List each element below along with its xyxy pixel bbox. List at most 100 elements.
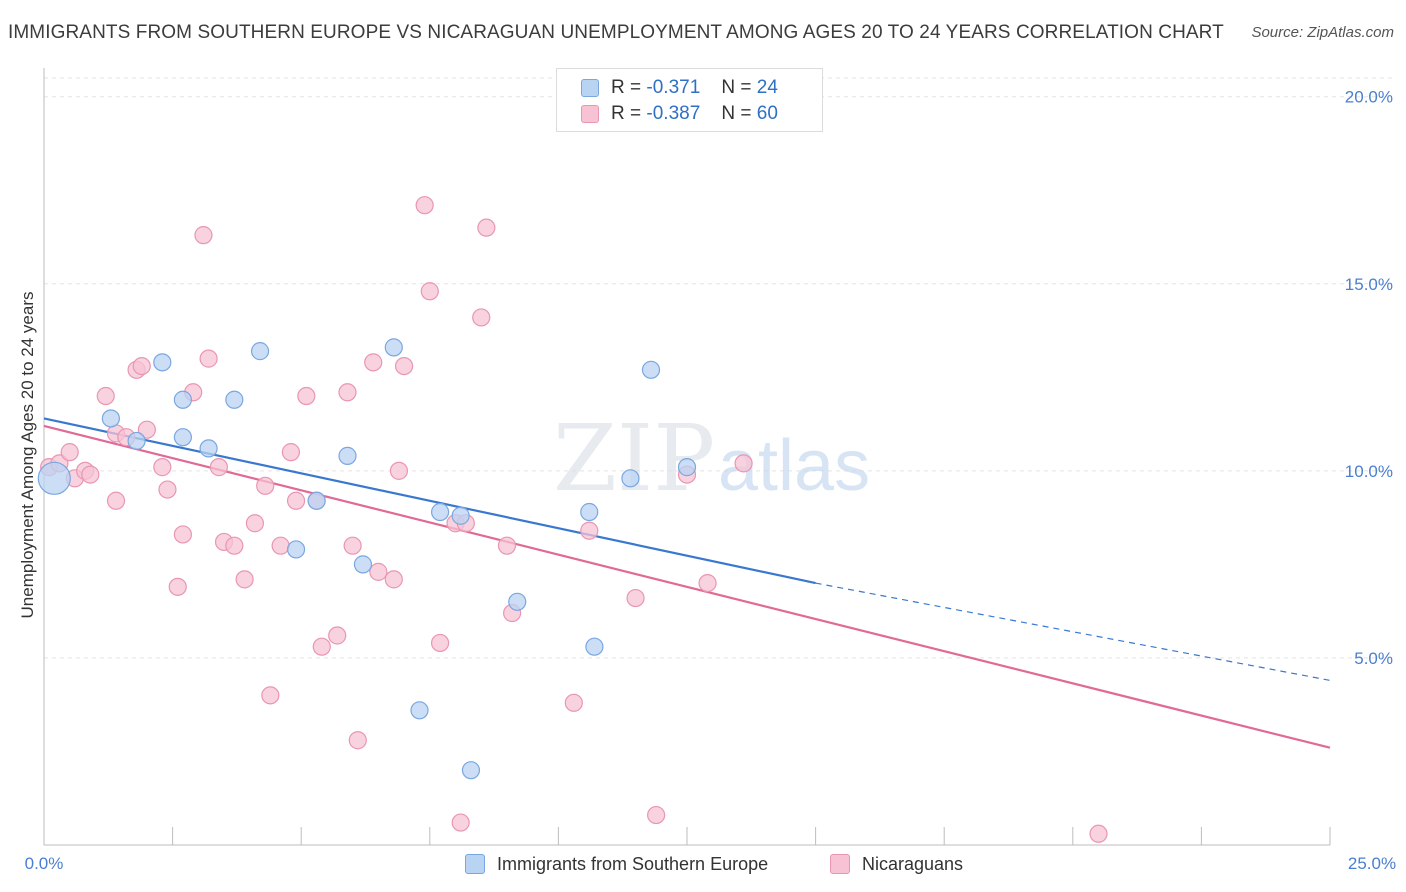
point-nicaraguans [209, 458, 228, 477]
point-southern-europe [173, 428, 192, 447]
point-southern-europe [127, 431, 146, 451]
y-tick-label: 10.0% [1345, 462, 1393, 481]
point-southern-europe [353, 555, 373, 574]
legend-swatch-blue [581, 79, 599, 97]
data-points [37, 196, 1108, 843]
trend-line-southern-europe-extension [815, 582, 1331, 681]
point-nicaraguans [81, 465, 100, 484]
legend-n-label: N = [721, 77, 752, 98]
point-nicaraguans [348, 731, 367, 750]
trend-lines [43, 417, 1331, 749]
point-nicaraguans [297, 386, 316, 406]
point-southern-europe [677, 458, 697, 477]
point-southern-europe [101, 409, 120, 428]
point-southern-europe [173, 390, 192, 409]
axes [43, 68, 1331, 846]
point-nicaraguans [153, 458, 172, 477]
point-southern-europe [250, 342, 270, 361]
point-nicaraguans [415, 196, 434, 215]
point-nicaraguans [472, 308, 491, 327]
y-tick-label: 20.0% [1345, 88, 1393, 107]
point-nicaraguans [286, 491, 306, 510]
correlation-legend: R = -0.371 N = 24 R = -0.387 N = 60 [556, 68, 823, 132]
watermark-zip: ZIP [553, 405, 715, 512]
series-swatch-pink [830, 854, 850, 874]
point-nicaraguans [225, 536, 244, 555]
point-southern-europe [430, 502, 450, 522]
legend-n-value: 24 [756, 77, 778, 98]
legend-r-label: R = [611, 103, 642, 124]
point-nicaraguans [194, 226, 213, 245]
chart-title: IMMIGRANTS FROM SOUTHERN EUROPE VS NICAR… [8, 22, 1224, 43]
point-nicaraguans [734, 454, 753, 473]
point-nicaraguans [497, 536, 517, 555]
point-southern-europe [508, 592, 527, 611]
point-nicaraguans [477, 218, 496, 237]
trend-line-southern-europe [43, 417, 816, 585]
point-nicaraguans [158, 480, 177, 499]
point-nicaraguans [168, 577, 187, 596]
point-nicaraguans [564, 693, 583, 712]
point-nicaraguans [364, 353, 383, 372]
point-southern-europe [307, 491, 326, 510]
point-nicaraguans [420, 282, 439, 301]
point-nicaraguans [96, 386, 115, 406]
legend-r-value: -0.371 [646, 77, 701, 98]
point-nicaraguans [369, 562, 388, 581]
legend-swatch-pink [581, 105, 599, 123]
point-nicaraguans [106, 491, 126, 510]
point-nicaraguans [389, 461, 409, 480]
point-southern-europe [451, 506, 470, 525]
point-nicaraguans [281, 443, 301, 462]
point-nicaraguans [343, 536, 362, 555]
x-tick-label-min: 0.0% [25, 854, 64, 873]
series-swatch-blue [465, 854, 485, 874]
point-southern-europe [641, 360, 661, 379]
series-label: Nicaraguans [862, 853, 964, 874]
point-nicaraguans [328, 626, 347, 645]
point-nicaraguans [235, 570, 254, 589]
point-nicaraguans [698, 573, 717, 593]
point-southern-europe [384, 338, 403, 357]
legend-r-label: R = [611, 77, 642, 98]
point-southern-europe [461, 761, 481, 780]
legend-row-southern-europe: R = -0.371 N = 24 [581, 77, 778, 99]
legend-n-label: N = [721, 103, 752, 124]
point-nicaraguans [173, 525, 192, 544]
point-nicaraguans [60, 443, 79, 462]
point-nicaraguans [580, 521, 599, 540]
y-tick-label: 5.0% [1354, 649, 1393, 668]
legend-row-nicaraguans: R = -0.387 N = 60 [581, 103, 778, 125]
y-tick-label: 15.0% [1345, 275, 1393, 294]
trend-line-nicaraguans [43, 424, 1331, 749]
point-nicaraguans [256, 476, 275, 495]
point-southern-europe [580, 502, 599, 522]
point-nicaraguans [245, 514, 265, 533]
point-nicaraguans [647, 805, 666, 825]
series-legend-nicaraguans: Nicaraguans [830, 852, 963, 876]
point-southern-europe [225, 390, 244, 409]
point-southern-europe [338, 446, 357, 465]
point-southern-europe [410, 701, 429, 720]
point-nicaraguans [312, 637, 331, 656]
point-southern-europe [37, 461, 71, 495]
point-nicaraguans [384, 570, 403, 589]
point-southern-europe [621, 469, 640, 488]
legend-r-value: -0.387 [646, 103, 701, 124]
point-nicaraguans [1089, 824, 1108, 843]
point-nicaraguans [451, 813, 470, 832]
point-nicaraguans [271, 536, 290, 555]
point-southern-europe [286, 540, 306, 559]
point-nicaraguans [626, 588, 645, 608]
series-label: Immigrants from Southern Europe [497, 853, 769, 874]
series-legend-southern-europe: Immigrants from Southern Europe [465, 852, 768, 876]
point-nicaraguans [137, 420, 156, 439]
watermark: ZIP atlas [553, 405, 870, 512]
point-southern-europe [199, 439, 218, 458]
point-nicaraguans [338, 383, 357, 402]
tick-labels: 5.0% 10.0% 15.0% 20.0% 0.0% 25.0% [25, 88, 1396, 873]
point-nicaraguans [394, 356, 414, 376]
point-nicaraguans [199, 349, 218, 368]
x-tick-label-max: 25.0% [1348, 854, 1396, 873]
